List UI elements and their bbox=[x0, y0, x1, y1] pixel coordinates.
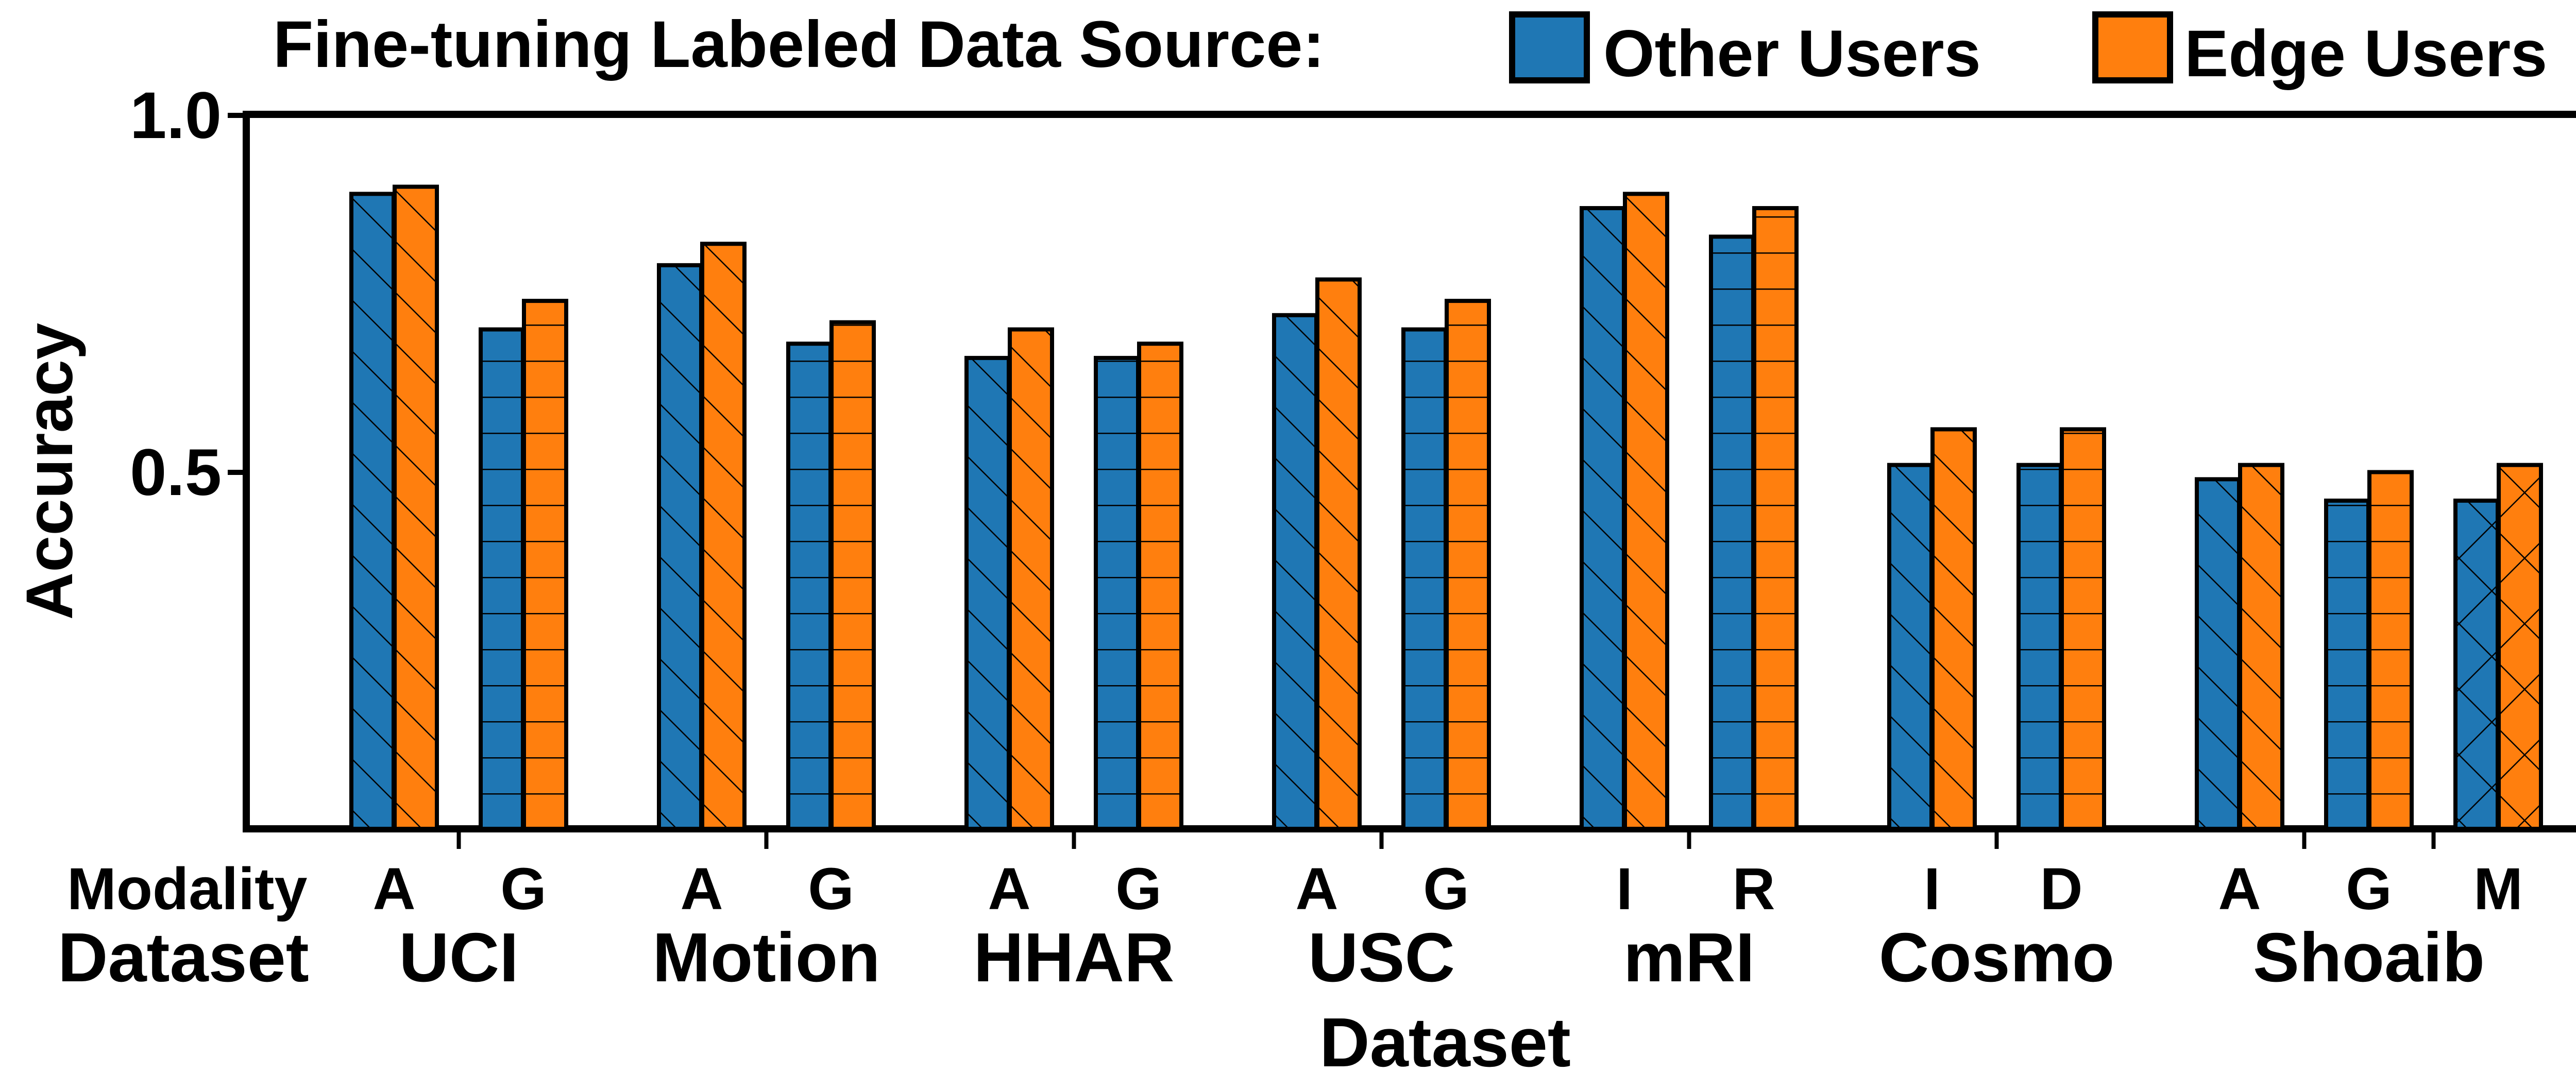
modality-label-cosmo-i: I bbox=[1924, 856, 1940, 922]
legend-label-edge-users: Edge Users bbox=[2184, 17, 2547, 91]
modality-label-motion-g: G bbox=[808, 856, 854, 922]
bar-shoaib-a-edge-users-hatch bbox=[2238, 463, 2284, 831]
modality-label-uci-a: A bbox=[372, 856, 415, 922]
y-axis: 1.0 0.5 Accuracy bbox=[13, 79, 246, 620]
bar-hhar-g-other-users-hatch bbox=[1094, 355, 1140, 831]
bar-usc-a-other-users-hatch bbox=[1272, 313, 1318, 831]
modality-label-hhar-a: A bbox=[988, 856, 1030, 922]
y-tick-label-1-0: 1.0 bbox=[130, 79, 222, 152]
bar-shoaib-a-other-users-hatch bbox=[2195, 477, 2241, 831]
dataset-label-uci: UCI bbox=[399, 918, 519, 996]
bar-uci-a-edge-users-hatch bbox=[393, 184, 439, 831]
legend: Fine-tuning Labeled Data Source: Other U… bbox=[273, 8, 2547, 91]
dataset-label-motion: Motion bbox=[652, 918, 880, 996]
modality-label-shoaib-g: G bbox=[2346, 856, 2392, 922]
modality-label-usc-g: G bbox=[1423, 856, 1469, 922]
bar-hhar-a-other-users-hatch bbox=[964, 355, 1011, 831]
modality-label-mri-i: I bbox=[1616, 856, 1633, 922]
bar-usc-g-edge-users-hatch bbox=[1445, 299, 1491, 831]
bar-uci-g-edge-users-hatch bbox=[522, 299, 568, 831]
dataset-label-mri: mRI bbox=[1623, 918, 1755, 996]
bar-motion-a-other-users-hatch bbox=[657, 263, 703, 831]
legend-title: Fine-tuning Labeled Data Source: bbox=[273, 8, 1325, 81]
dataset-row-label: Dataset bbox=[58, 918, 309, 996]
bar-hhar-a-edge-users-hatch bbox=[1008, 327, 1054, 831]
bar-shoaib-g-edge-users-hatch bbox=[2367, 470, 2414, 831]
modality-label-motion-a: A bbox=[680, 856, 723, 922]
modality-label-hhar-g: G bbox=[1115, 856, 1161, 922]
bar-motion-g-edge-users-hatch bbox=[829, 320, 876, 831]
dataset-label-hhar: HHAR bbox=[974, 918, 1175, 996]
bar-shoaib-m-other-users-hatch bbox=[2453, 498, 2500, 831]
bar-cosmo-d-other-users-hatch bbox=[2016, 463, 2063, 831]
bar-cosmo-i-edge-users-hatch bbox=[1930, 427, 1977, 831]
y-axis-label: Accuracy bbox=[13, 323, 87, 620]
modality-label-cosmo-d: D bbox=[2040, 856, 2082, 922]
bar-mri-i-other-users-hatch bbox=[1580, 206, 1626, 831]
legend-swatch-edge-users bbox=[2092, 11, 2173, 83]
y-tick-label-0-5: 0.5 bbox=[130, 436, 222, 509]
bar-uci-g-other-users-hatch bbox=[479, 327, 525, 831]
bar-motion-a-edge-users-hatch bbox=[700, 242, 747, 831]
modality-label-uci-g: G bbox=[500, 856, 546, 922]
bar-shoaib-g-other-users-hatch bbox=[2324, 498, 2370, 831]
dataset-label-shoaib: Shoaib bbox=[2253, 918, 2485, 996]
legend-swatch-other-users bbox=[1509, 11, 1590, 83]
modality-label-mri-r: R bbox=[1732, 856, 1775, 922]
dataset-label-usc: USC bbox=[1308, 918, 1455, 996]
modality-row-label: Modality bbox=[67, 856, 307, 922]
bar-motion-g-other-users-hatch bbox=[786, 342, 833, 831]
bar-cosmo-d-edge-users-hatch bbox=[2060, 427, 2106, 831]
x-axis-label: Dataset bbox=[1319, 1003, 1571, 1081]
bar-mri-r-other-users-hatch bbox=[1709, 234, 1755, 831]
modality-label-usc-a: A bbox=[1295, 856, 1338, 922]
bar-mri-r-edge-users-hatch bbox=[1752, 206, 1799, 831]
bar-hhar-g-edge-users-hatch bbox=[1137, 342, 1183, 831]
modality-label-shoaib-a: A bbox=[2218, 856, 2261, 922]
bar-mri-i-edge-users-hatch bbox=[1623, 192, 1669, 831]
dataset-label-cosmo: Cosmo bbox=[1879, 918, 2115, 996]
bar-usc-g-other-users-hatch bbox=[1401, 327, 1448, 831]
legend-label-other-users: Other Users bbox=[1603, 17, 1981, 91]
bar-cosmo-i-other-users-hatch bbox=[1887, 463, 1934, 831]
bar-usc-a-edge-users-hatch bbox=[1315, 277, 1362, 831]
bars bbox=[349, 184, 2543, 831]
bar-shoaib-m-edge-users-hatch bbox=[2497, 463, 2543, 831]
modality-label-shoaib-m: M bbox=[2473, 856, 2523, 922]
bar-uci-a-other-users-hatch bbox=[349, 192, 396, 831]
